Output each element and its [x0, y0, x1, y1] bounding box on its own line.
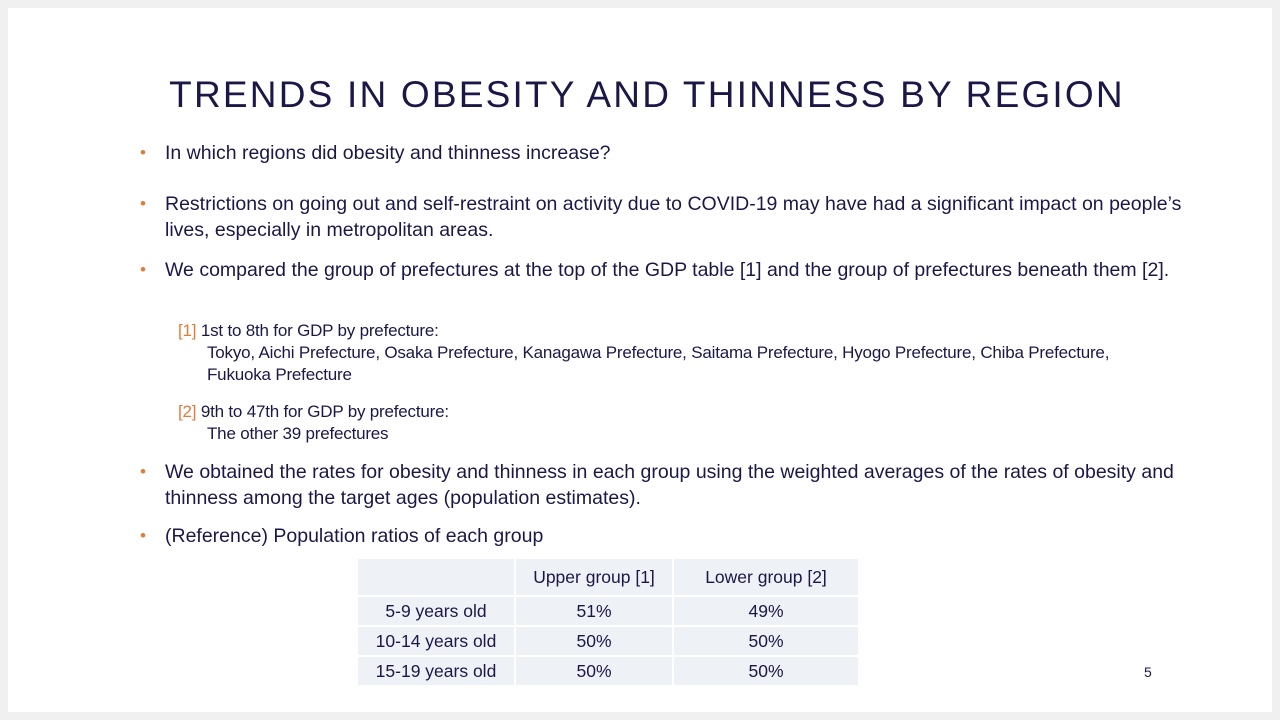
bullet-text: We compared the group of prefectures at … [165, 259, 1170, 281]
table-cell: 15-19 years old [356, 655, 516, 687]
reference-mark: [1] [178, 321, 197, 340]
bullet-item: • We obtained the rates for obesity and … [140, 459, 1205, 511]
reference-note-2: [2] 9th to 47th for GDP by prefecture: T… [178, 401, 1158, 445]
slide-title: TRENDS IN OBESITY AND THINNESS BY REGION [169, 74, 1125, 115]
population-ratio-table: Upper group [1] Lower group [2] 5-9 year… [356, 557, 860, 687]
table-cell: 51% [514, 595, 674, 627]
bullet-text: We obtained the rates for obesity and th… [165, 461, 1174, 509]
table-cell: 50% [514, 655, 674, 687]
reference-heading: 9th to 47th for GDP by prefecture: [200, 402, 449, 421]
table-cell: 10-14 years old [356, 625, 516, 657]
bullet-dot-icon: • [140, 526, 146, 545]
table-row: 10-14 years old 50% 50% [356, 625, 860, 657]
table-cell: 50% [672, 655, 860, 687]
bullet-text: Restrictions on going out and self-restr… [165, 193, 1182, 241]
reference-detail: Tokyo, Aichi Prefecture, Osaka Prefectur… [207, 343, 1110, 384]
reference-heading: 1st to 8th for GDP by prefecture: [200, 321, 439, 340]
bullet-text: (Reference) Population ratios of each gr… [165, 525, 544, 547]
bullet-dot-icon: • [140, 260, 146, 279]
table-cell: 50% [672, 625, 860, 657]
bullet-dot-icon: • [140, 194, 146, 213]
table-cell: 50% [514, 625, 674, 657]
page-number: 5 [1144, 664, 1152, 680]
reference-mark: [2] [178, 402, 197, 421]
bullet-item: • We compared the group of prefectures a… [140, 257, 1205, 283]
table-header-row: Upper group [1] Lower group [2] [356, 557, 860, 597]
table-header-cell: Lower group [2] [672, 557, 860, 597]
table-cell: 5-9 years old [356, 595, 516, 627]
reference-detail: The other 39 prefectures [207, 424, 389, 443]
table-cell: 49% [672, 595, 860, 627]
bullet-dot-icon: • [140, 462, 146, 481]
table-row: 5-9 years old 51% 49% [356, 595, 860, 627]
bullet-dot-icon: • [140, 143, 146, 162]
bullet-text: In which regions did obesity and thinnes… [165, 142, 611, 164]
table-header-cell: Upper group [1] [514, 557, 674, 597]
slide: TRENDS IN OBESITY AND THINNESS BY REGION… [8, 8, 1272, 712]
bullet-item: • Restrictions on going out and self-res… [140, 191, 1205, 243]
reference-note-1: [1] 1st to 8th for GDP by prefecture: To… [178, 320, 1158, 386]
bullet-item: • In which regions did obesity and thinn… [140, 140, 1205, 166]
table-row: 15-19 years old 50% 50% [356, 655, 860, 687]
bullet-item: • (Reference) Population ratios of each … [140, 523, 1205, 549]
table-header-cell [356, 557, 516, 597]
